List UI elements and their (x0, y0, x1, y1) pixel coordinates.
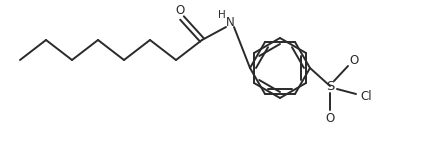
Text: O: O (349, 55, 359, 67)
Text: Cl: Cl (360, 89, 372, 103)
Text: S: S (326, 80, 334, 92)
Text: H: H (218, 10, 226, 20)
Text: N: N (226, 15, 234, 29)
Text: O: O (175, 4, 184, 16)
Text: O: O (325, 112, 335, 126)
